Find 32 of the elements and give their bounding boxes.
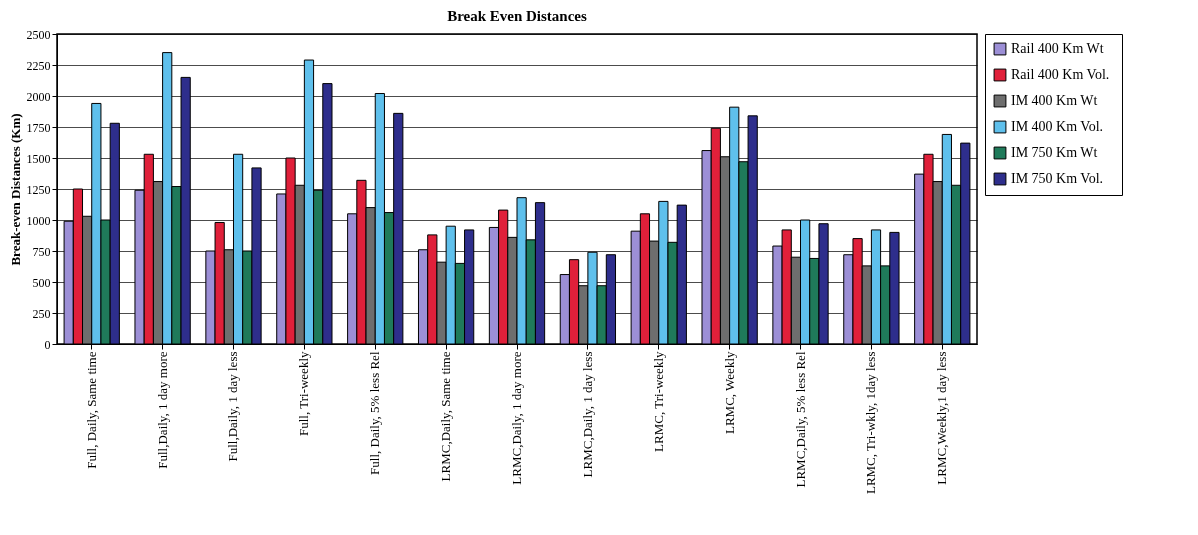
y-tick-label: 0 xyxy=(44,337,51,352)
x-tick-label: LRMC,Daily, 1 day less xyxy=(579,351,595,478)
y-tick-label: 2250 xyxy=(26,58,51,73)
x-tick-label: Full, Daily, 5% less Rel xyxy=(367,351,383,475)
legend-label: Rail 400 Km Wt xyxy=(1011,41,1104,56)
legend-label: IM 750 Km Vol. xyxy=(1011,171,1104,186)
x-tick-label: Full, Tri-weekly xyxy=(296,351,312,437)
x-tick-label: LRMC, Tri-wkly, 1day less xyxy=(863,351,879,495)
y-tick-label: 750 xyxy=(32,244,51,259)
x-tick-label: LRMC,Daily, 1 day more xyxy=(509,351,524,485)
y-tick-label: 1500 xyxy=(26,151,51,166)
x-tick-label: Full,Daily, 1 day less xyxy=(225,351,241,462)
x-tick-label: LRMC,Daily, 5% less Rel xyxy=(792,351,808,488)
legend-label: IM 750 Km Wt xyxy=(1011,145,1098,160)
y-tick-label: 1750 xyxy=(26,120,51,135)
chart-title: Break Even Distances xyxy=(447,8,588,24)
legend-label: Rail 400 Km Vol. xyxy=(1011,67,1110,82)
y-tick-label: 1000 xyxy=(26,213,51,228)
x-tick-label: LRMC,Weekly,1 day less xyxy=(934,351,950,485)
x-tick-label: LRMC, Tri-weekly xyxy=(650,351,666,452)
y-tick-label: 1250 xyxy=(26,182,51,197)
legend-label: IM 400 Km Wt xyxy=(1011,93,1098,108)
y-tick-label: 500 xyxy=(32,275,51,290)
y-tick-label: 2000 xyxy=(26,89,51,104)
y-axis-title: Break-even Distances (Km) xyxy=(7,113,23,266)
x-tick-label: LRMC, Weekly xyxy=(721,351,737,434)
y-tick-label: 2500 xyxy=(26,27,51,42)
x-tick-label: LRMC,Daily, Same time xyxy=(438,351,454,482)
legend-label: IM 400 Km Vol. xyxy=(1011,119,1104,134)
x-tick-label: Full, Daily, Same time xyxy=(83,351,99,469)
x-tick-label: Full,Daily, 1 day more xyxy=(154,351,170,469)
y-tick-label: 250 xyxy=(32,306,51,321)
